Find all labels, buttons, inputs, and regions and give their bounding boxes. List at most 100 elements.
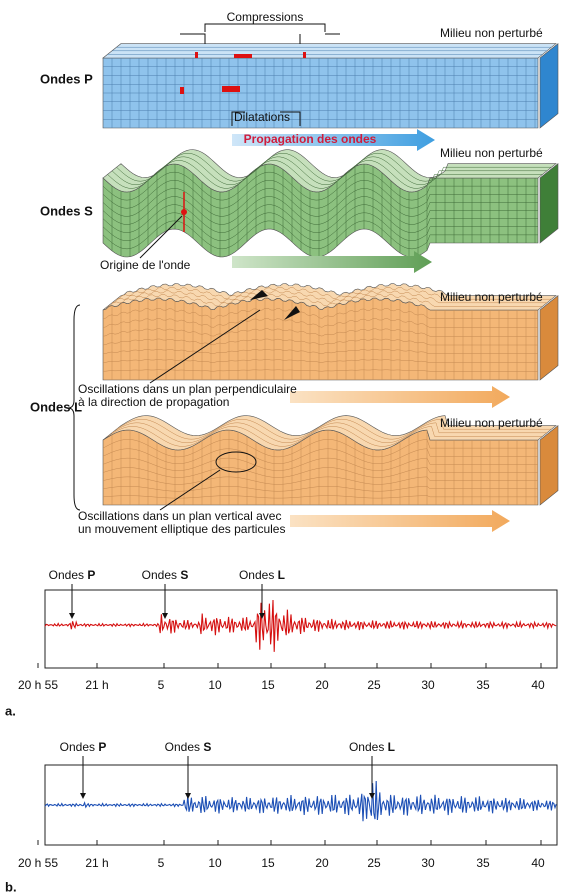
note-label: à la direction de propagation	[78, 395, 229, 409]
marker-letter: P	[98, 740, 106, 754]
seismogram-trace	[44, 780, 557, 822]
block-side	[539, 42, 559, 129]
tick-label: 35	[476, 678, 490, 692]
pointer	[159, 469, 221, 511]
grid-line	[102, 369, 538, 372]
note-label: Oscillations dans un plan vertical avec	[78, 509, 281, 523]
compression-mark	[234, 54, 252, 58]
seismogram-trace	[44, 599, 557, 652]
tick-label: 40	[531, 856, 545, 870]
bracket	[231, 111, 301, 126]
grid-line	[102, 485, 538, 492]
note-label: Oscillations dans un plan perpendiculair…	[78, 382, 297, 396]
note-label: Origine de l'onde	[100, 258, 191, 272]
particle-arrow	[250, 290, 268, 300]
grid-line	[102, 439, 538, 458]
marker-label: Ondes P	[60, 740, 107, 754]
wave-label: Ondes P	[40, 71, 93, 86]
grid-line	[102, 318, 538, 328]
pointer	[149, 309, 261, 384]
marker-letter: P	[87, 568, 95, 582]
marker-head	[369, 793, 375, 799]
grid-line	[102, 476, 538, 485]
grid-line	[102, 212, 538, 241]
block-top	[102, 283, 557, 311]
tick-label: 10	[208, 856, 222, 870]
compressions-label: Compressions	[227, 10, 304, 24]
compression-mark	[195, 52, 198, 58]
grid-line	[111, 156, 547, 186]
tick-label: 21 h	[85, 856, 108, 870]
grid-line	[111, 290, 547, 304]
tick-label: 20 h 55	[18, 678, 58, 692]
tick-label: 5	[158, 678, 165, 692]
marker-label: Ondes L	[349, 740, 395, 754]
tick-label: 10	[208, 678, 222, 692]
origin-point	[181, 209, 187, 215]
pointer	[139, 215, 183, 259]
grid-line	[102, 359, 538, 363]
marker-letter: L	[278, 568, 285, 582]
grid-line	[116, 286, 552, 300]
marker-prefix: Ondes	[165, 740, 204, 754]
propagation-arrow	[290, 386, 510, 408]
note-label: un mouvement elliptique des particules	[78, 522, 285, 536]
grid-line	[111, 422, 547, 444]
tick-label: 20	[315, 856, 329, 870]
grid-line	[102, 328, 538, 337]
block-side	[539, 162, 559, 244]
marker-prefix: Ondes	[239, 568, 278, 582]
compression-mark	[180, 87, 184, 94]
compression-mark	[303, 52, 306, 58]
tick-label: 35	[476, 856, 490, 870]
compression-mark	[222, 86, 240, 92]
grid-line	[102, 307, 538, 319]
marker-prefix: Ondes	[142, 568, 181, 582]
grid-line	[116, 418, 552, 440]
marker-label: Ondes L	[239, 568, 285, 582]
grid-line	[116, 152, 552, 182]
medium-label: Milieu non perturbé	[440, 26, 543, 40]
grid-line	[107, 294, 543, 307]
marker-prefix: Ondes	[349, 740, 388, 754]
grid-line	[107, 426, 543, 447]
marker-prefix: Ondes	[49, 568, 88, 582]
wave-label: Ondes L	[30, 399, 82, 414]
tick-label: 20 h 55	[18, 856, 58, 870]
tick-label: 30	[421, 678, 435, 692]
marker-head	[259, 613, 265, 619]
grid-line	[102, 188, 538, 217]
grid-line	[102, 196, 538, 225]
medium-label: Milieu non perturbé	[440, 416, 543, 430]
grid-line	[102, 220, 538, 250]
propagation-arrow	[290, 510, 510, 532]
tick-label: 20	[315, 678, 329, 692]
propagation-arrow	[232, 251, 432, 273]
marker-letter: S	[203, 740, 211, 754]
marker-label: Ondes S	[142, 568, 189, 582]
grid-line	[102, 338, 538, 346]
grid-line	[102, 348, 538, 354]
marker-head	[185, 793, 191, 799]
block-top	[102, 415, 557, 451]
grid-line	[102, 457, 538, 471]
particle-arrow	[284, 306, 300, 320]
brace	[67, 304, 81, 511]
tick-label: 25	[367, 678, 381, 692]
grid-line	[102, 180, 538, 209]
grid-line	[102, 467, 538, 478]
medium-label: Milieu non perturbé	[440, 290, 543, 304]
propagation-label: Propagation des ondes	[244, 132, 377, 146]
propagation-arrow	[232, 129, 435, 151]
marker-letter: L	[388, 740, 395, 754]
bracket	[180, 23, 340, 44]
marker-head	[162, 613, 168, 619]
marker-letter: S	[180, 568, 188, 582]
wave-label: Ondes S	[40, 203, 93, 218]
medium-label: Milieu non perturbé	[440, 146, 543, 160]
marker-head	[69, 613, 75, 619]
marker-label: Ondes S	[165, 740, 212, 754]
grid-line	[102, 448, 538, 465]
panel-label: a.	[5, 703, 16, 718]
